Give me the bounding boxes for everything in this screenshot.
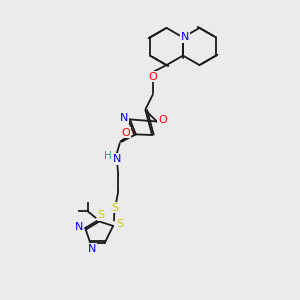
Text: N: N	[181, 32, 189, 42]
Text: O: O	[148, 71, 158, 82]
Text: O: O	[121, 128, 130, 138]
Text: N: N	[88, 244, 96, 254]
Text: S: S	[97, 210, 104, 220]
Text: S: S	[116, 219, 123, 229]
Text: S: S	[112, 203, 119, 213]
Text: N: N	[74, 221, 83, 232]
Text: N: N	[113, 154, 122, 164]
Text: O: O	[158, 115, 167, 125]
Text: H: H	[104, 151, 112, 161]
Text: N: N	[120, 113, 129, 123]
